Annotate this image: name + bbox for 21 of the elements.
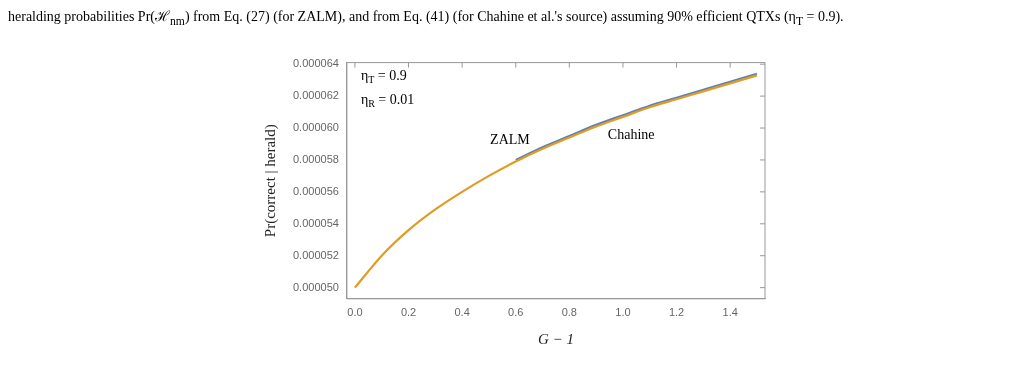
x-tick-label: 0.4 [454, 306, 470, 319]
annotation: Chahine [607, 127, 655, 143]
y-tick-label: 0.000056 [292, 184, 339, 197]
x-tick-label: 0.8 [561, 306, 577, 319]
y-tick-label: 0.000060 [292, 120, 339, 133]
x-tick-label: 0.2 [400, 306, 417, 319]
y-axis-title: Pr(correct | herald) [261, 124, 279, 237]
x-tick-label: 0.6 [508, 306, 524, 319]
y-tick-label: 0.000052 [292, 248, 339, 261]
y-tick-label: 0.000054 [292, 216, 339, 229]
y-tick-label: 0.000050 [292, 280, 339, 293]
x-tick-label: 1.2 [668, 306, 685, 319]
x-tick-label: 0.0 [347, 306, 363, 319]
y-tick-label: 0.000058 [292, 152, 339, 165]
chart-title: heralding probabilities Pr(ℋ$_{nm}$) from Eq. (27) (for ZALM), and from Eq. (41) (for Chahine et al.'s source) assuming 90% efficient QTXs (η$_{T}$ = 0.9). [8, 8, 845, 30]
y-tick-label: 0.000062 [292, 88, 339, 101]
x-axis-title: G − 1 [537, 330, 574, 347]
y-tick-label: 0.000064 [292, 57, 339, 70]
x-tick-label: 1.4 [722, 306, 738, 319]
x-tick-label: 1.0 [615, 306, 631, 319]
annotation: ZALM [490, 132, 531, 148]
